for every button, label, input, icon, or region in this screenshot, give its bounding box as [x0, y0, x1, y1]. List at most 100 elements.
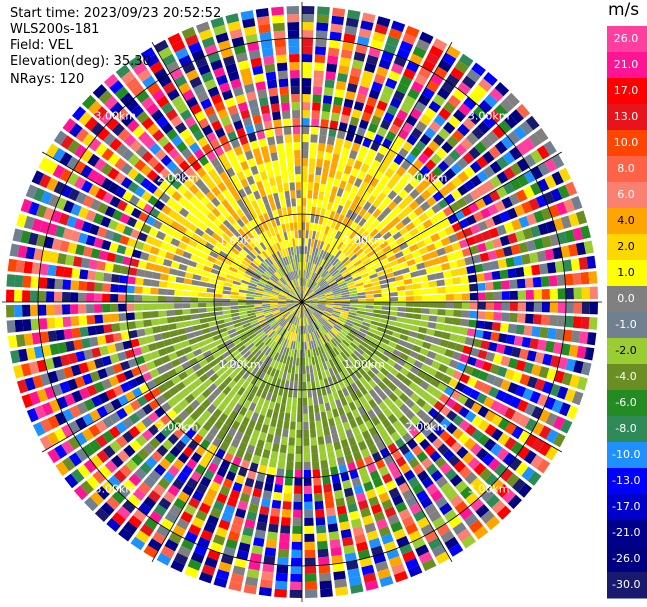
range-gate — [253, 272, 262, 278]
range-gate — [254, 297, 263, 300]
range-gate — [255, 388, 263, 397]
range-gate — [299, 309, 302, 318]
range-gate — [345, 182, 353, 192]
range-gate — [414, 140, 427, 152]
range-gate — [118, 303, 127, 312]
range-gate — [289, 581, 302, 590]
range-gate — [231, 316, 241, 321]
range-gate — [487, 203, 499, 216]
range-gate — [286, 150, 293, 159]
range-gate — [361, 430, 371, 441]
range-gate — [235, 448, 245, 459]
range-gate — [208, 222, 218, 232]
range-gate — [314, 412, 321, 422]
range-gate — [307, 182, 314, 191]
range-gate — [341, 256, 350, 265]
range-gate — [318, 267, 324, 275]
range-gate — [132, 249, 142, 259]
range-gate — [62, 291, 71, 302]
range-gate — [256, 314, 265, 320]
range-gate — [298, 238, 302, 247]
range-gate — [206, 302, 215, 307]
range-gate — [308, 316, 313, 324]
range-gate — [505, 257, 515, 268]
range-gate — [560, 215, 572, 229]
range-gate — [296, 190, 301, 199]
range-gate — [222, 298, 231, 302]
range-gate — [414, 73, 428, 86]
range-gate — [220, 553, 234, 565]
range-gate — [287, 255, 292, 264]
range-gate — [298, 389, 302, 398]
range-gate — [248, 282, 257, 288]
range-gate — [248, 333, 257, 340]
range-gate — [278, 191, 285, 201]
range-gate — [341, 306, 350, 309]
range-gate — [507, 494, 522, 510]
range-gate — [18, 348, 29, 362]
range-gate — [350, 242, 358, 251]
range-gate — [290, 190, 296, 199]
range-gate — [437, 309, 446, 316]
range-gate — [392, 246, 402, 254]
range-gate — [580, 271, 590, 285]
range-gate — [354, 533, 367, 544]
range-gate — [342, 387, 350, 397]
range-gate — [134, 303, 143, 311]
range-gate — [248, 240, 257, 249]
range-gate — [234, 255, 244, 263]
range-gate — [182, 314, 192, 321]
range-gate — [484, 321, 493, 330]
range-gate — [262, 153, 271, 163]
range-gate — [306, 341, 310, 350]
range-gate — [249, 319, 259, 325]
range-gate — [292, 397, 297, 406]
range-gate — [350, 211, 358, 221]
range-gate — [540, 314, 550, 326]
range-gate — [21, 393, 34, 409]
range-gate — [304, 286, 307, 295]
range-gate — [383, 386, 393, 397]
range-gate — [213, 377, 223, 387]
range-gate — [248, 49, 261, 60]
range-gate — [473, 462, 487, 476]
range-gate — [315, 380, 321, 389]
range-gate — [388, 287, 398, 292]
range-gate — [78, 387, 91, 400]
range-gate — [314, 404, 320, 414]
range-gate — [160, 154, 172, 167]
range-gate — [116, 244, 127, 255]
range-gate — [236, 198, 245, 209]
range-gate — [369, 273, 378, 279]
range-gate — [329, 316, 338, 322]
range-gate — [266, 433, 274, 443]
range-gate — [68, 188, 80, 202]
range-gate — [228, 463, 239, 474]
range-gate — [361, 243, 370, 251]
range-gate — [322, 200, 328, 209]
range-gate — [350, 167, 360, 178]
range-gate — [278, 298, 287, 301]
range-gate — [435, 476, 448, 489]
range-gate — [564, 273, 574, 286]
range-gate — [279, 307, 288, 312]
range-gate — [512, 371, 523, 383]
range-gate — [280, 267, 286, 276]
range-gate — [283, 485, 293, 494]
range-gate — [150, 279, 160, 287]
range-gate — [457, 171, 469, 183]
range-gate — [318, 300, 326, 302]
range-gate — [356, 310, 366, 315]
range-gate — [362, 137, 372, 148]
range-gate — [287, 305, 295, 310]
range-gate — [389, 292, 398, 297]
range-gate — [229, 410, 238, 420]
range-gate — [271, 253, 278, 262]
range-gate — [143, 496, 157, 510]
range-gate — [324, 273, 332, 281]
range-gate — [101, 148, 114, 161]
range-gate — [302, 349, 305, 358]
range-gate — [275, 260, 282, 269]
range-gate — [216, 74, 228, 86]
range-gate — [416, 516, 430, 529]
